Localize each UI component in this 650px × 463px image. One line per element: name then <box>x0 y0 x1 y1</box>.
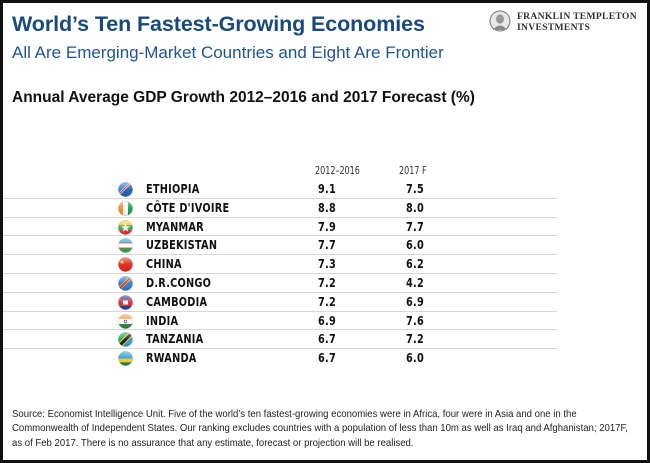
source-footnote: Source: Economist Intelligence Unit. Fiv… <box>12 409 628 449</box>
cote-divoire-flag-icon <box>118 200 133 216</box>
uzbekistan-flag-icon <box>118 238 133 254</box>
gdp-2012-2016-value: 6.9 <box>318 312 336 328</box>
chart-title: Annual Average GDP Growth 2012–2016 and … <box>12 89 475 106</box>
gdp-2017-forecast-value: 6.2 <box>406 256 424 272</box>
country-name: ETHIOPIA <box>146 181 200 196</box>
gdp-2012-2016-value: 9.1 <box>318 181 336 196</box>
brand-name: FRANKLIN TEMPLETON <box>517 11 637 22</box>
country-name: INDIA <box>146 312 179 328</box>
country-name: RWANDA <box>146 350 197 366</box>
row-separator <box>3 197 557 199</box>
table-row: UZBEKISTAN 7.7 6.0 <box>3 236 643 256</box>
row-separator <box>3 348 557 350</box>
gdp-2012-2016-value: 7.2 <box>318 293 336 309</box>
gdp-2012-2016-value: 6.7 <box>318 331 336 347</box>
table-row: CHINA 7.3 6.2 <box>3 255 643 274</box>
page-subtitle: All Are Emerging-Market Countries and Ei… <box>12 43 444 62</box>
row-separator <box>3 272 557 274</box>
row-separator <box>3 216 557 218</box>
row-separator <box>3 235 557 237</box>
row-separator <box>3 329 557 331</box>
gdp-2012-2016-value: 7.9 <box>318 218 336 234</box>
table-row: ETHIOPIA 9.1 7.5 <box>3 180 643 199</box>
gdp-table: ETHIOPIA 9.1 7.5 CÔTE D'IVOIRE 8.8 8.0 MYANMAR… <box>3 180 643 368</box>
table-row: D.R.CONGO 7.2 4.2 <box>3 274 643 293</box>
china-flag-icon <box>118 257 133 273</box>
column-header-2017-forecast: 2017 F <box>399 165 427 177</box>
gdp-2017-forecast-value: 6.0 <box>406 237 424 253</box>
cambodia-flag-icon <box>118 294 133 310</box>
tanzania-flag-icon <box>118 332 133 348</box>
table-row: TANZANIA 6.7 7.2 <box>3 330 643 350</box>
country-name: MYANMAR <box>146 218 204 234</box>
table-row: RWANDA 6.7 6.0 <box>3 349 643 368</box>
table-row: MYANMAR 7.9 7.7 <box>3 218 643 237</box>
country-name: CHINA <box>146 256 182 272</box>
column-header-2012-2016: 2012–2016 <box>315 165 360 177</box>
gdp-2017-forecast-value: 7.6 <box>406 312 424 328</box>
page-title: World’s Ten Fastest-Growing Economies <box>12 12 425 36</box>
table-row: CÔTE D'IVOIRE 8.8 8.0 <box>3 199 643 218</box>
gdp-2012-2016-value: 8.8 <box>318 199 336 215</box>
india-flag-icon <box>118 313 133 329</box>
gdp-2017-forecast-value: 8.0 <box>406 199 424 215</box>
country-name: TANZANIA <box>146 331 204 347</box>
myanmar-flag-icon <box>118 219 133 235</box>
dr-congo-flag-icon <box>118 276 133 291</box>
gdp-2017-forecast-value: 4.2 <box>406 274 424 290</box>
gdp-2012-2016-value: 6.7 <box>318 350 336 366</box>
gdp-2012-2016-value: 7.2 <box>318 274 336 290</box>
country-name: D.R.CONGO <box>146 274 212 290</box>
brand-subname: INVESTMENTS <box>517 21 591 33</box>
ethiopia-flag-icon <box>118 182 133 197</box>
table-row: INDIA 6.9 7.6 <box>3 312 643 331</box>
gdp-2012-2016-value: 7.7 <box>318 237 336 253</box>
gdp-2017-forecast-value: 7.7 <box>406 218 424 234</box>
gdp-2012-2016-value: 7.3 <box>318 256 336 272</box>
row-separator <box>3 291 557 293</box>
gdp-2017-forecast-value: 6.0 <box>406 350 424 366</box>
gdp-2017-forecast-value: 7.5 <box>406 181 424 196</box>
gdp-2017-forecast-value: 7.2 <box>406 331 424 347</box>
franklin-portrait-emblem-icon <box>489 10 511 32</box>
row-separator <box>3 310 557 312</box>
gdp-2017-forecast-value: 6.9 <box>406 293 424 309</box>
table-row: CAMBODIA 7.2 6.9 <box>3 293 643 312</box>
row-separator <box>3 254 557 256</box>
franklin-templeton-logo: FRANKLIN TEMPLETON INVESTMENTS <box>489 10 639 36</box>
country-name: CAMBODIA <box>146 293 208 309</box>
country-name: UZBEKISTAN <box>146 237 218 253</box>
country-name: CÔTE D'IVOIRE <box>146 199 230 215</box>
rwanda-flag-icon <box>118 351 133 367</box>
